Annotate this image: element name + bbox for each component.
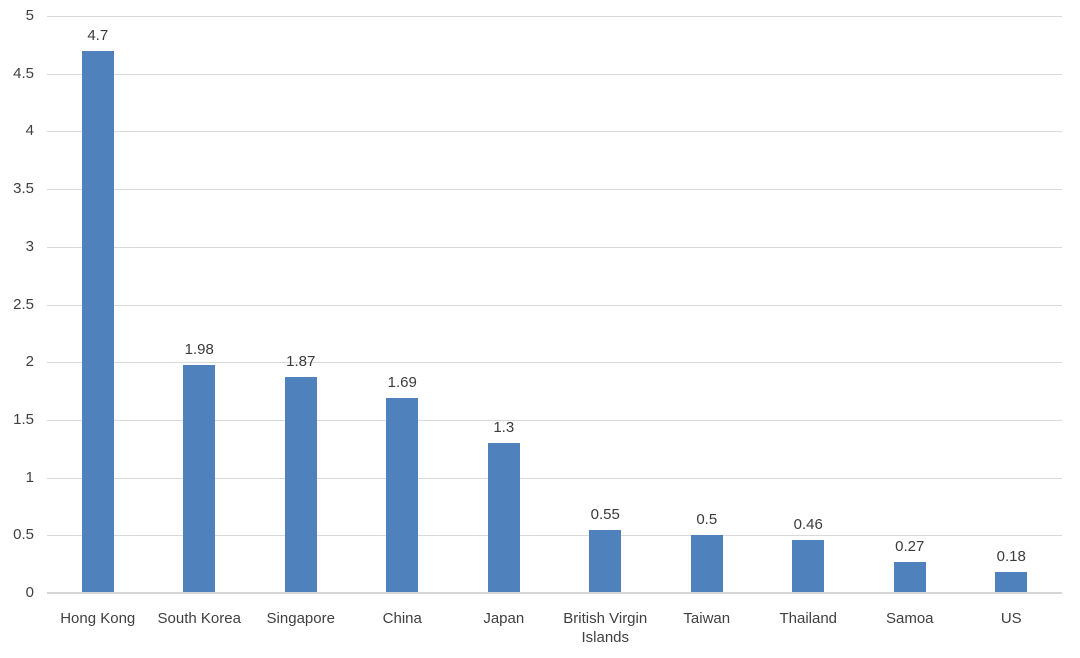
- x-axis-category-label: US: [1000, 610, 1022, 627]
- bar-hong-kong[interactable]: [81, 50, 114, 593]
- data-label: 1.69: [387, 373, 417, 391]
- gridline: [47, 73, 1062, 75]
- gridline: [47, 477, 1062, 479]
- y-axis-tick-label: 0: [25, 584, 34, 601]
- data-label: 0.27: [895, 537, 925, 555]
- x-axis-category-label: Taiwan: [683, 610, 731, 627]
- data-label: 1.87: [286, 353, 316, 371]
- x-axis-category-label: British Virgin Islands: [563, 610, 648, 646]
- x-axis-category-label: Thailand: [779, 610, 838, 627]
- bar-thailand[interactable]: [792, 539, 825, 593]
- y-axis-tick-label: 2.5: [13, 295, 34, 313]
- y-axis-tick-label: 1.5: [13, 410, 34, 428]
- data-label: 0.55: [590, 505, 620, 523]
- y-axis-tick-label: 3: [25, 237, 34, 255]
- gridline: [47, 16, 1062, 17]
- gridline: [47, 131, 1062, 133]
- x-axis-category-label: Samoa: [885, 610, 934, 627]
- gridline: [47, 304, 1062, 306]
- bar-singapore[interactable]: [284, 377, 317, 593]
- data-label: 0.46: [793, 515, 823, 533]
- gridline: [47, 419, 1062, 421]
- y-axis-tick-label: 0.5: [13, 526, 34, 544]
- gridline: [47, 362, 1062, 364]
- y-axis-tick-label: 4: [25, 122, 34, 140]
- bar-samoa[interactable]: [893, 561, 926, 593]
- bar-british-virgin-islands[interactable]: [589, 529, 622, 593]
- x-axis-category-label: Japan: [483, 610, 525, 627]
- bar-taiwan[interactable]: [690, 535, 723, 593]
- data-label: 4.7: [87, 26, 109, 44]
- plot-area: 4.7 1.98 1.87 1.69 1.3 0.55 0.5 0.46 0.27 0.18: [47, 16, 1062, 594]
- y-axis-tick-label: 5: [25, 7, 34, 24]
- data-label: 1.98: [184, 340, 214, 358]
- gridline: [47, 535, 1062, 537]
- x-axis-category-label: Singapore: [266, 610, 335, 627]
- gridline: [47, 189, 1062, 191]
- gridline: [47, 246, 1062, 248]
- y-axis-tick-label: 2: [25, 353, 34, 371]
- x-axis-line: [47, 592, 1062, 594]
- data-label: 0.5: [696, 511, 718, 529]
- y-axis-tick-label: 1: [25, 468, 34, 486]
- data-label: 1.3: [493, 418, 515, 436]
- x-axis-category-label: South Korea: [157, 610, 241, 627]
- bar-china[interactable]: [386, 397, 419, 593]
- y-axis-tick-label: 4.5: [13, 64, 34, 82]
- bar-us[interactable]: [995, 572, 1028, 593]
- x-axis-category-label: Hong Kong: [60, 610, 136, 627]
- bar-japan[interactable]: [487, 442, 520, 593]
- data-label: 0.18: [996, 548, 1026, 566]
- x-axis-category-label: China: [382, 610, 422, 627]
- bar-south-korea[interactable]: [183, 364, 216, 593]
- y-axis-tick-label: 3.5: [13, 180, 34, 198]
